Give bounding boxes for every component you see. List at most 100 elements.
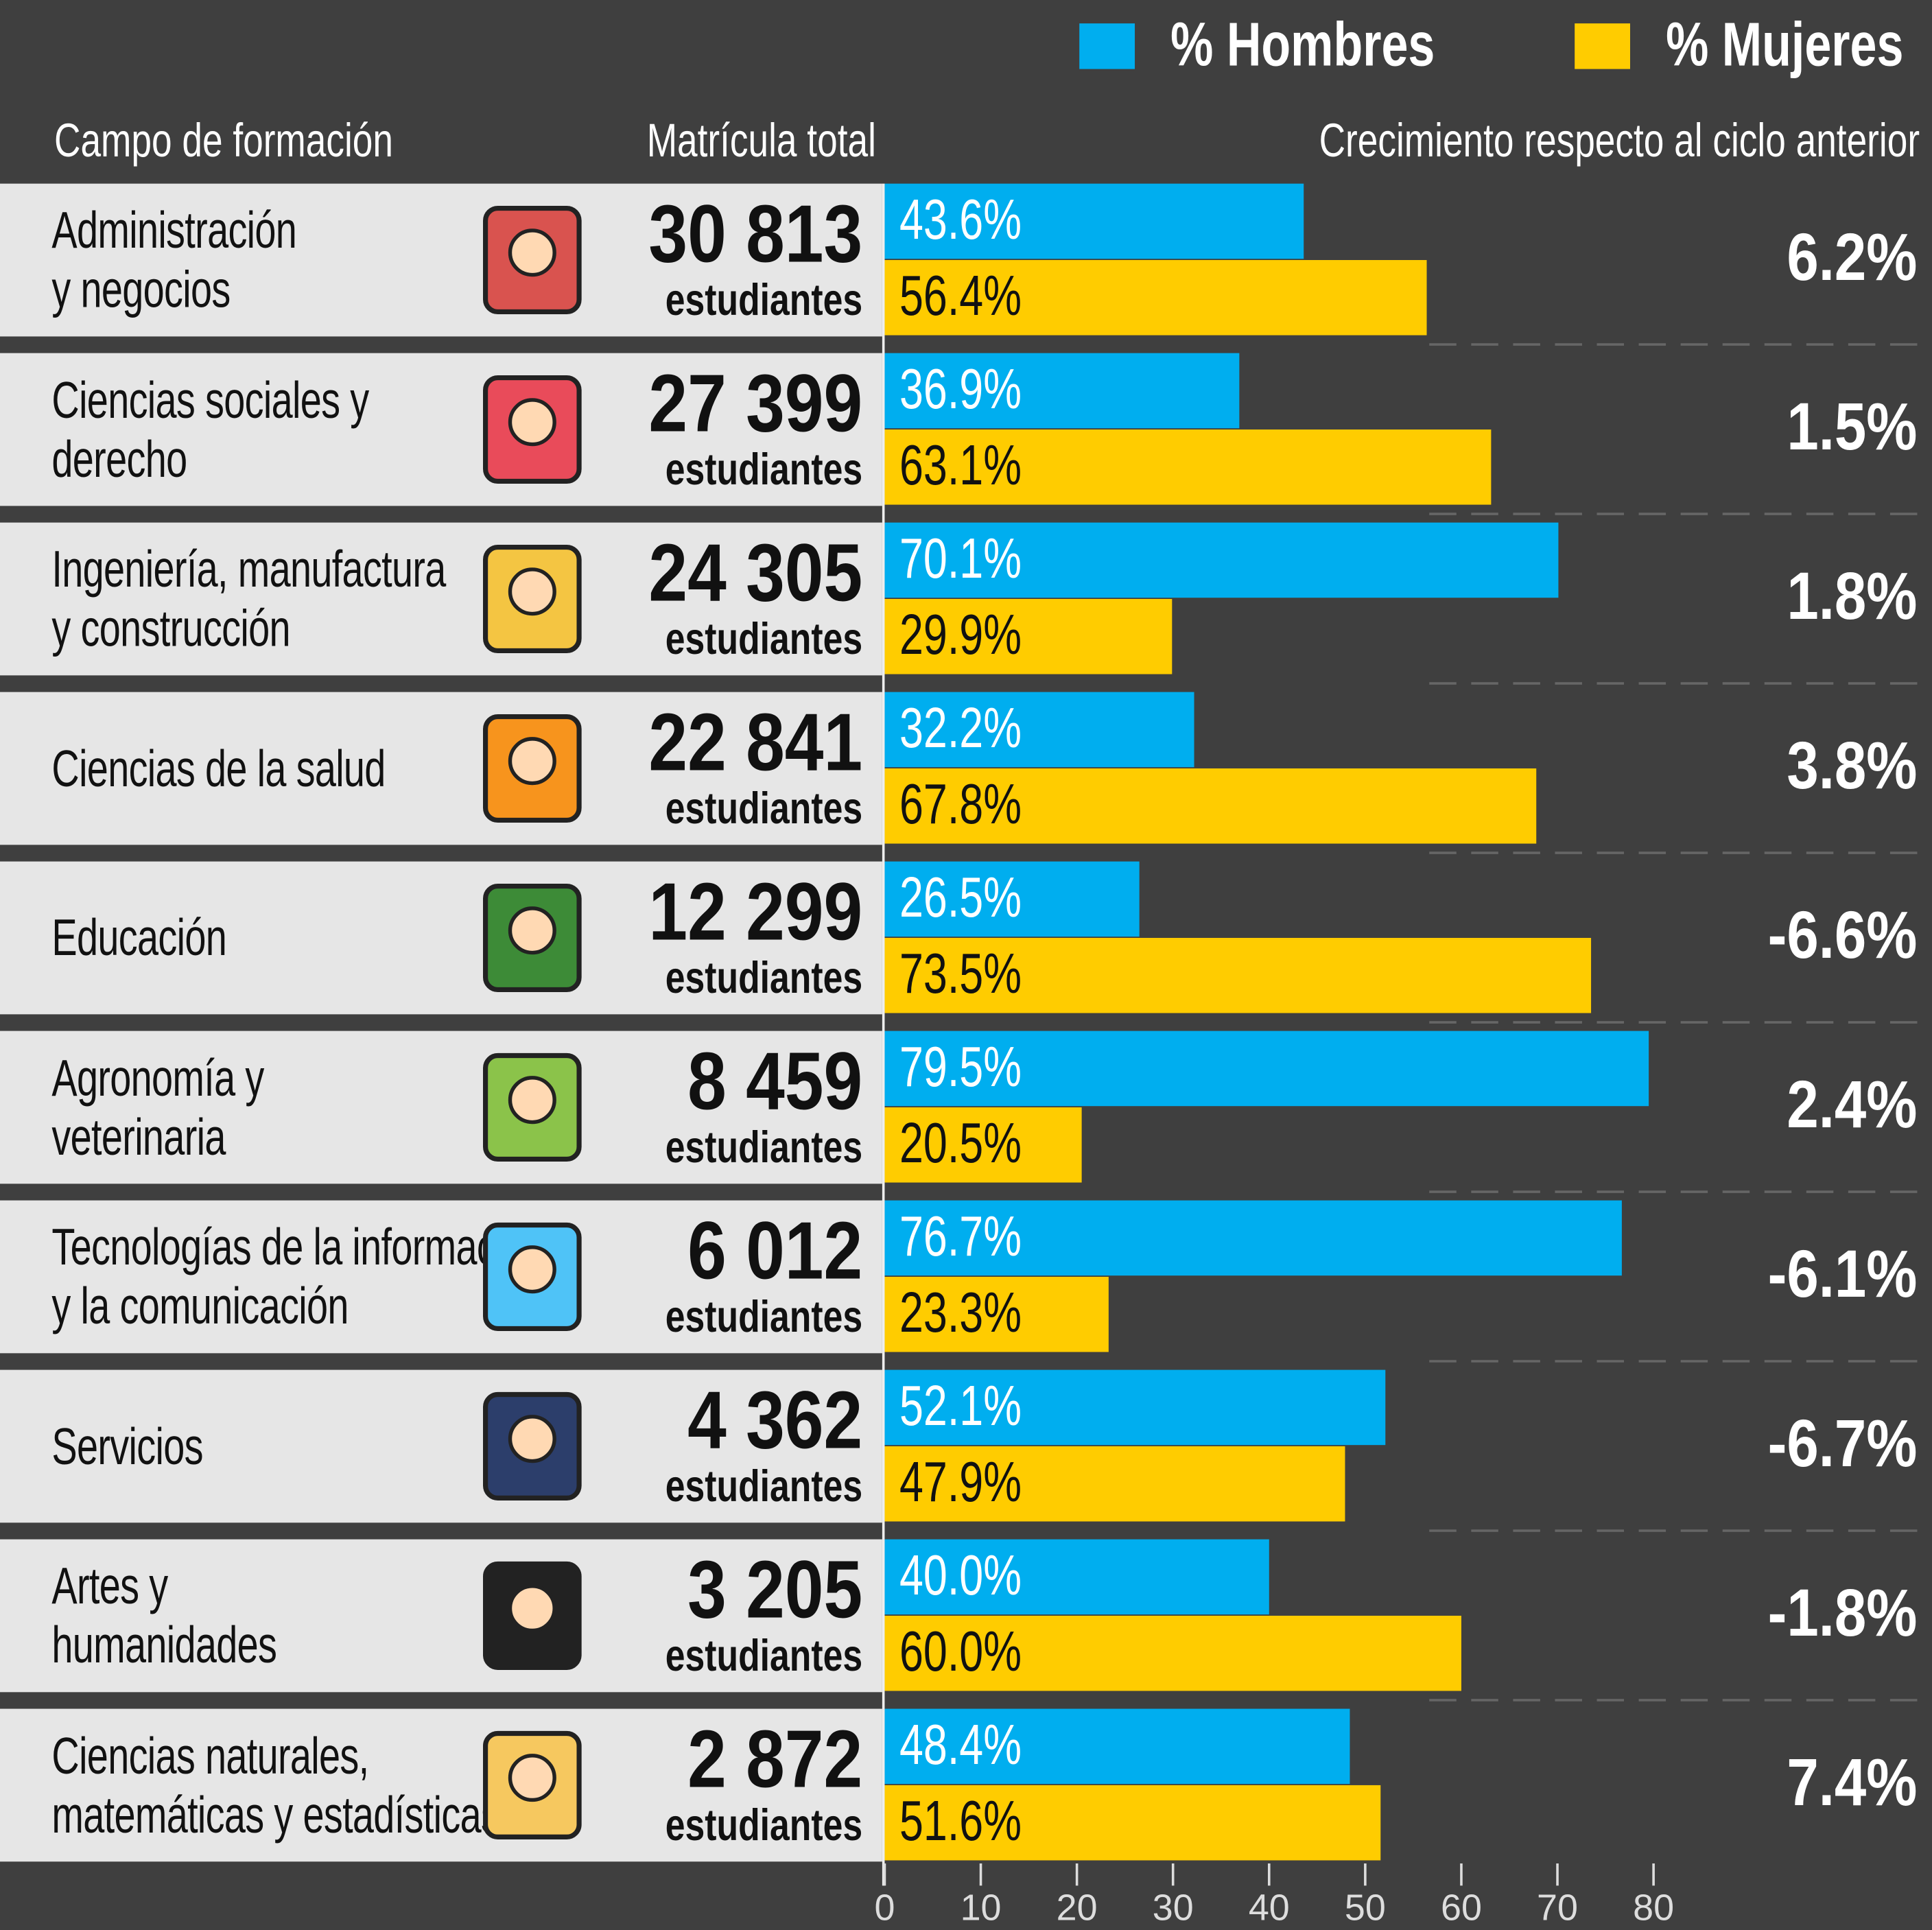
category-label: Ciencias de la salud (51, 738, 386, 797)
bar (884, 768, 1537, 844)
category-label: Servicios (51, 1416, 203, 1475)
bar (884, 183, 1304, 259)
enrollment-value: 2 872 (687, 1714, 862, 1804)
icon-shape (508, 1245, 556, 1294)
enrollment-value: 30 813 (648, 189, 862, 279)
icon-shape (508, 1076, 556, 1125)
bar-value-label: 20.5% (899, 1111, 1022, 1175)
category-label: Educación (51, 908, 227, 967)
bar (884, 1446, 1345, 1522)
bar-value-label: 48.4% (899, 1713, 1022, 1776)
enrollment-unit: estudiantes (665, 784, 862, 834)
column-header: Crecimiento respecto al ciclo anterior (1319, 115, 1920, 167)
growth-label: -1.8% (1768, 1576, 1918, 1650)
category-box: Ciencias de la salud (51, 738, 386, 797)
x-tick-label: 50 (1345, 1887, 1386, 1928)
x-tick-label: 10 (961, 1887, 1002, 1928)
enrollment-value: 6 012 (687, 1205, 862, 1296)
x-tick-label: 70 (1537, 1887, 1578, 1928)
bar-value-label: 32.2% (899, 696, 1022, 760)
category-box: Administración y negocios (51, 201, 296, 318)
bar-value-label: 60.0% (899, 1620, 1022, 1683)
icon (483, 1052, 582, 1162)
row-panel (0, 353, 882, 506)
category-label: Tecnologías de la información y la comun… (51, 1217, 545, 1335)
icon (483, 544, 582, 654)
growth-label: -6.7% (1768, 1407, 1918, 1481)
column-header: Matrícula total (647, 115, 876, 167)
x-tick-label: 30 (1153, 1887, 1194, 1928)
x-tick-label: 20 (1057, 1887, 1098, 1928)
bar (884, 1708, 1350, 1785)
icon (483, 1561, 582, 1670)
icon-shape (508, 737, 556, 786)
bar (884, 1276, 1109, 1352)
growth-label: 6.2% (1787, 220, 1917, 294)
category-label: Agronomía y veterinaria (51, 1048, 264, 1166)
bar-value-label: 73.5% (899, 942, 1022, 1005)
category-label: Ingeniería, manufactura y construcción (51, 539, 446, 657)
icon (483, 883, 582, 993)
bar (884, 1031, 1649, 1107)
x-tick-label: 40 (1249, 1887, 1290, 1928)
bar (884, 1615, 1461, 1691)
bar-value-label: 40.0% (899, 1543, 1022, 1606)
bar-value-label: 36.9% (899, 357, 1022, 421)
legend-label: % Hombres (1170, 10, 1435, 79)
row-panel (0, 522, 882, 676)
icon-shape (508, 1584, 556, 1633)
bar-value-label: 67.8% (899, 773, 1022, 836)
growth-label: 7.4% (1787, 1745, 1917, 1820)
growth-label: 1.5% (1787, 390, 1917, 464)
bar-value-label: 47.9% (899, 1450, 1022, 1514)
bar-value-label: 79.5% (899, 1035, 1022, 1098)
bar-value-label: 52.1% (899, 1374, 1022, 1437)
row-panel (0, 861, 882, 1015)
enrollment-value: 27 399 (648, 358, 862, 449)
bar (884, 692, 1194, 768)
enrollment-value: 22 841 (648, 697, 862, 788)
x-tick-label: 0 (874, 1887, 895, 1928)
bar (884, 1107, 1082, 1183)
icon (483, 205, 582, 315)
category-box: Tecnologías de la información y la comun… (51, 1217, 545, 1335)
growth-label: -6.1% (1768, 1237, 1918, 1311)
icon (483, 375, 582, 484)
growth-label: 3.8% (1787, 729, 1917, 803)
enrollment-value: 8 459 (687, 1036, 862, 1127)
enrollment-value: 24 305 (648, 528, 862, 618)
enrollment-value: 3 205 (687, 1544, 862, 1635)
bar (884, 353, 1240, 429)
bar (884, 861, 1140, 937)
row-panel (0, 1369, 882, 1523)
category-label: Ciencias naturales, matemáticas y estadí… (51, 1726, 500, 1844)
legend-label: % Mujeres (1666, 10, 1903, 79)
icon-shape (508, 567, 556, 616)
icon-shape (508, 1415, 556, 1463)
row-panel (0, 692, 882, 845)
bar-value-label: 26.5% (899, 866, 1022, 929)
category-box: Servicios (51, 1416, 203, 1475)
category-box: Educación (51, 908, 227, 967)
enrollment-unit: estudiantes (665, 276, 862, 325)
bar-value-label: 76.7% (899, 1204, 1022, 1267)
category-box: Artes y humanidades (51, 1557, 277, 1674)
enrollment-unit: estudiantes (665, 1800, 862, 1850)
enrollment-unit: estudiantes (665, 1631, 862, 1680)
x-tick-label: 80 (1633, 1887, 1674, 1928)
bar-value-label: 23.3% (899, 1281, 1022, 1344)
enrollment-value: 12 299 (648, 867, 862, 957)
bar (884, 1200, 1622, 1276)
bar (884, 522, 1559, 598)
enrollment-unit: estudiantes (665, 445, 862, 495)
icon (483, 1391, 582, 1501)
bar (884, 429, 1492, 505)
enrollment-unit: estudiantes (665, 615, 862, 664)
bar-value-label: 29.9% (899, 603, 1022, 666)
row-panel (0, 1031, 882, 1184)
icon-shape (508, 398, 556, 447)
bar-value-label: 63.1% (899, 434, 1022, 497)
bar (884, 1539, 1269, 1615)
icon (483, 1222, 582, 1331)
bar (884, 599, 1173, 674)
